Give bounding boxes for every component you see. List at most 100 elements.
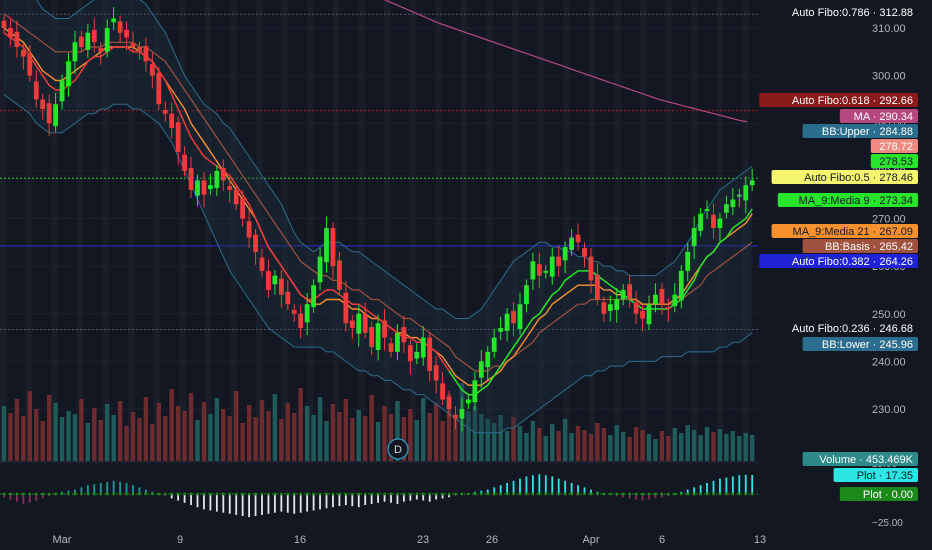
candle xyxy=(382,308,387,351)
candle-body xyxy=(459,409,465,419)
candle xyxy=(440,371,445,406)
volume-bar xyxy=(724,434,729,461)
volume-bar xyxy=(472,406,478,461)
candle-body xyxy=(446,396,452,409)
oscillator-dot xyxy=(118,492,122,496)
oscillator-dot xyxy=(531,492,535,496)
candle xyxy=(530,252,536,290)
oscillator-dot xyxy=(660,492,664,496)
candle-body xyxy=(188,168,194,190)
volume-bar xyxy=(595,423,600,461)
price-label-text: Auto Fibo:0.5 · 278.46 xyxy=(804,172,913,184)
volume-bar xyxy=(195,420,200,461)
volume-bar xyxy=(401,417,407,461)
volume-bar xyxy=(633,427,639,461)
volume-bar xyxy=(246,405,252,461)
candle xyxy=(285,280,291,310)
volume-bar xyxy=(317,397,323,461)
candle-body xyxy=(569,237,574,250)
time-axis[interactable]: Mar 9 16 23 26 Apr 6 13 xyxy=(53,534,767,546)
price-label-bb_lower: BB:Lower · 245.96 xyxy=(802,337,918,351)
volume-bar xyxy=(343,399,349,461)
volume-bar xyxy=(1,406,7,461)
volume-bar xyxy=(350,418,355,461)
background-band xyxy=(409,0,416,462)
candle xyxy=(343,281,349,332)
dividend-marker-label: D xyxy=(394,444,402,456)
background-band xyxy=(742,0,749,462)
background-band xyxy=(460,0,468,462)
candlesticks[interactable] xyxy=(1,7,755,432)
volume-bar xyxy=(485,419,490,461)
candle-body xyxy=(117,21,123,33)
oscillator-dot xyxy=(67,492,70,496)
volume-bar xyxy=(137,418,142,461)
candle xyxy=(214,165,220,197)
candle xyxy=(717,212,723,241)
oscillator-dot xyxy=(473,492,477,496)
volume-bar xyxy=(21,416,26,461)
candle-body xyxy=(362,313,368,333)
candle-body xyxy=(736,194,742,197)
oscillator-dot xyxy=(338,492,341,496)
candle-body xyxy=(472,380,478,403)
oscillator-dot xyxy=(41,492,45,496)
background-band xyxy=(51,0,58,462)
candle xyxy=(46,94,52,137)
candle-body xyxy=(356,313,362,334)
dividend-marker[interactable]: D xyxy=(387,438,409,460)
oscillator-dot xyxy=(712,492,715,496)
candle xyxy=(137,41,142,60)
oscillator-dot xyxy=(370,492,374,496)
candle-body xyxy=(285,291,291,305)
price-label-box xyxy=(839,487,918,501)
volume-bar xyxy=(421,398,426,461)
candle xyxy=(607,295,613,322)
candle-body xyxy=(195,180,200,196)
candle-body xyxy=(627,284,633,300)
oscillator-dot xyxy=(654,492,657,496)
candle-body xyxy=(324,228,329,263)
candle-body xyxy=(79,36,84,48)
volume-bar xyxy=(569,433,574,461)
background-band xyxy=(614,0,621,462)
bollinger-band-fill xyxy=(4,0,753,433)
time-tick-label: 6 xyxy=(659,534,665,546)
volume-bar xyxy=(279,419,284,461)
candle xyxy=(33,69,39,108)
background-band xyxy=(435,0,442,462)
price-label-bb_upper: BB:Upper · 284.88 xyxy=(802,124,918,138)
candle xyxy=(375,314,381,361)
oscillator-dot xyxy=(421,492,425,496)
candle-body xyxy=(717,218,723,229)
volume-bar xyxy=(59,417,65,461)
price-label-text: 278.72 xyxy=(879,141,913,153)
price-label-text: Plot · 0.00 xyxy=(863,489,913,501)
candle xyxy=(85,24,91,59)
volume-bar xyxy=(14,399,20,461)
oscillator-dot xyxy=(673,492,677,496)
oscillator-dot xyxy=(583,492,586,496)
candle xyxy=(724,195,729,219)
candle xyxy=(278,269,284,308)
background-band xyxy=(384,0,391,462)
candle xyxy=(324,216,329,273)
candle-body xyxy=(711,214,716,229)
candle-body xyxy=(27,53,33,76)
background-band xyxy=(128,0,135,462)
candle-body xyxy=(659,288,665,305)
candle-body xyxy=(149,64,155,76)
candle-body xyxy=(691,228,697,247)
volume-bar xyxy=(517,426,523,461)
candle xyxy=(66,52,71,97)
price-label-box xyxy=(833,468,918,482)
volume-bar xyxy=(124,426,129,461)
oscillator-dot xyxy=(292,492,296,496)
volume-bar xyxy=(175,406,181,461)
oscillator-dot xyxy=(150,492,154,496)
oscillator-dot xyxy=(479,492,483,496)
oscillator-dot xyxy=(125,492,128,496)
volume-bar xyxy=(588,434,594,461)
volume-bars xyxy=(1,383,755,461)
